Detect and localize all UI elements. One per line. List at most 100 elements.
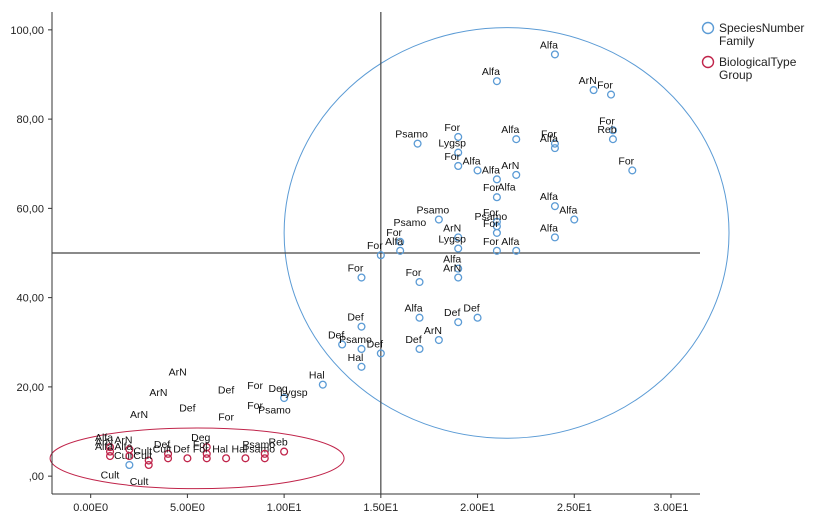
data-point (492, 228, 501, 237)
y-tick-label: 60,00 (16, 203, 44, 215)
point-label: Cult (133, 450, 152, 462)
point-label: Def (367, 338, 383, 350)
point-label: Alfa (559, 205, 577, 217)
annotation-label: For (218, 411, 234, 423)
point-label: ArN (501, 160, 519, 172)
data-point (105, 443, 115, 452)
annotation-label: Psamo (258, 405, 291, 417)
x-tick-label: 0.00E0 (73, 502, 108, 514)
point-label: Def (444, 307, 460, 319)
data-point (454, 132, 463, 142)
data-point (492, 217, 501, 226)
data-point (415, 277, 424, 287)
x-tick-label: 1.00E1 (267, 502, 302, 514)
point-label: Hal (232, 443, 248, 455)
legend-marker (701, 55, 715, 69)
data-point (357, 344, 366, 354)
data-point (144, 460, 153, 470)
data-point (512, 170, 521, 179)
data-point (434, 215, 443, 224)
point-label: Psamo (242, 443, 275, 455)
data-point (512, 135, 521, 144)
annotation-label: Def (218, 385, 234, 397)
data-point (454, 148, 463, 157)
data-point (396, 237, 405, 246)
y-tick-label: 40,00 (16, 293, 44, 305)
y-tick-label: 20,00 (16, 382, 44, 394)
point-label: Psamo (475, 211, 508, 223)
data-point (550, 139, 559, 148)
data-point (260, 454, 269, 463)
point-label: Lygsp (438, 234, 466, 246)
data-point (183, 454, 192, 463)
y-tick-label: 80,00 (16, 114, 44, 126)
data-point (376, 349, 385, 358)
point-label: For (541, 129, 557, 141)
point-label: For (483, 218, 499, 230)
point-label: Alfa (463, 155, 481, 167)
annotation-label: For (247, 380, 263, 392)
data-point (454, 273, 463, 282)
data-point (413, 139, 422, 148)
point-label: Alfa (540, 191, 558, 203)
data-point (550, 233, 559, 242)
annotation-label: Cult (101, 469, 120, 481)
data-point (550, 144, 559, 153)
point-label: For (483, 207, 499, 219)
series-ellipse (49, 427, 345, 490)
point-label: Def (173, 443, 189, 455)
data-point (454, 244, 463, 253)
point-label: Alfa (482, 164, 500, 176)
data-point (492, 175, 501, 184)
point-label: ArN (424, 325, 442, 337)
data-point (125, 460, 134, 470)
point-label: Alfa (540, 222, 558, 234)
data-point (318, 380, 327, 389)
data-point (454, 161, 463, 171)
data-point (105, 447, 115, 456)
x-tick-label: 1.50E1 (363, 502, 398, 514)
point-label: Hal (212, 443, 228, 455)
point-label: Alfa (443, 254, 461, 266)
data-point (606, 90, 616, 99)
point-label: Hal (309, 370, 325, 382)
point-label: For (599, 115, 615, 127)
x-tick-label: 3.00E1 (654, 502, 689, 514)
point-label: Def (328, 329, 344, 341)
data-point (164, 449, 173, 458)
data-point (473, 313, 482, 322)
point-label: Alfa (540, 39, 558, 51)
data-point (434, 335, 443, 345)
data-point (415, 344, 424, 354)
point-label: For (348, 263, 364, 275)
point-label: For (386, 227, 402, 239)
data-point (357, 273, 366, 282)
data-point (454, 318, 463, 327)
data-point (280, 447, 289, 456)
data-point (125, 452, 134, 461)
annotation-label: For (247, 400, 263, 412)
data-point (550, 50, 559, 59)
point-label: Psamo (339, 334, 372, 346)
annotation-label: ArN (149, 387, 167, 399)
data-point (454, 233, 463, 242)
point-label: For (444, 122, 460, 134)
legend-label: SpeciesNumber Family (719, 21, 804, 48)
annotation-label: ArN (130, 409, 148, 421)
annotation-label: Alfa (498, 182, 516, 194)
point-label: Alfa (482, 66, 500, 78)
point-label: Alfa (114, 441, 132, 453)
annotation-label: Cult (130, 476, 149, 488)
data-point (241, 454, 250, 463)
point-label: Def (463, 303, 479, 315)
data-point (144, 456, 153, 465)
point-label: ArN (579, 75, 597, 87)
data-point (280, 393, 289, 403)
data-point (608, 135, 618, 144)
point-label: ArN (443, 222, 461, 234)
point-label: Cult (153, 443, 172, 455)
point-label: For (193, 439, 209, 451)
data-point (608, 126, 618, 135)
data-point (357, 362, 366, 371)
